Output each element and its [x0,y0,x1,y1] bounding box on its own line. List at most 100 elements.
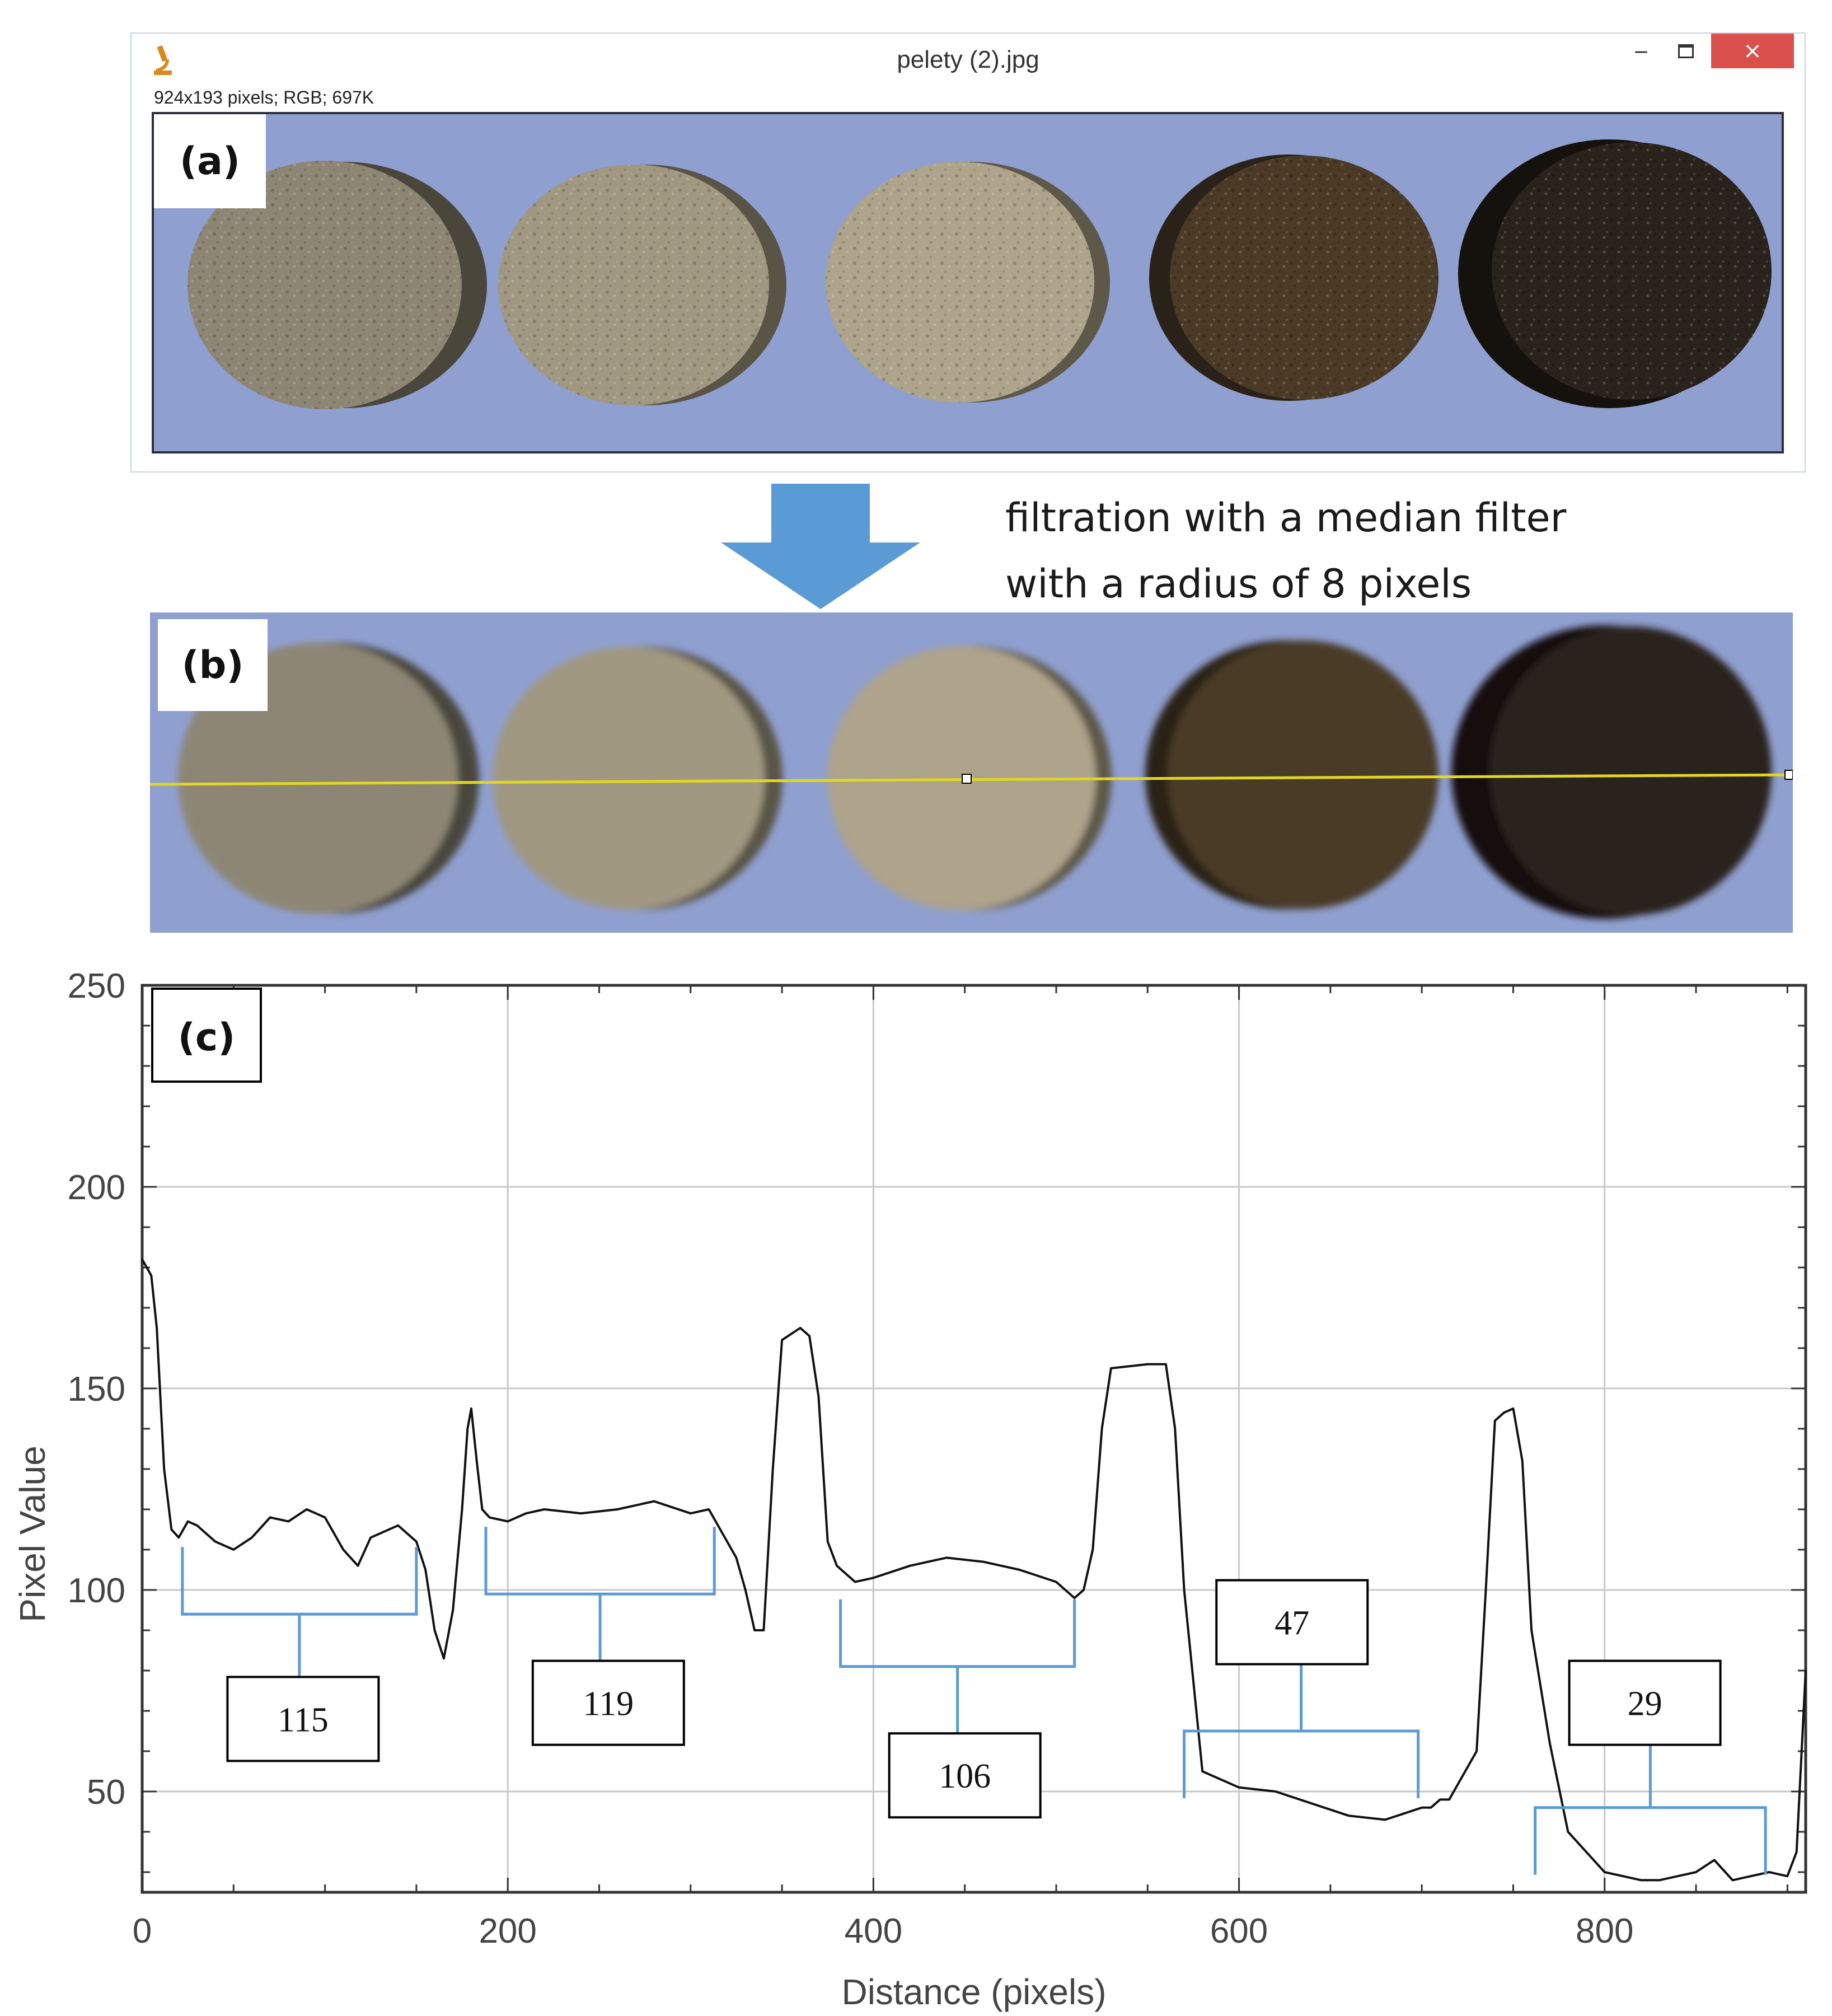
data-point [1786,1875,1788,1877]
annotation-box [1215,1579,1369,1666]
data-point [945,1556,948,1559]
data-point [1275,1790,1277,1793]
data-point [616,1508,619,1510]
data-point [196,1524,198,1527]
data-point [1156,1363,1158,1365]
data-point [808,1335,810,1337]
data-point [287,1521,289,1523]
data-point [141,1259,143,1261]
data-point [1549,1742,1551,1744]
annotation-label: 119 [583,1685,634,1723]
data-point [854,1581,856,1583]
data-point [1530,1629,1533,1631]
bracket [1534,1806,1767,1875]
down-arrow-icon [721,484,920,609]
data-point [1174,1428,1176,1430]
microscope-icon [154,45,172,75]
data-point [799,1327,802,1329]
filtered-image[interactable]: (b) [150,612,1793,933]
data-point [1567,1831,1569,1833]
annotation-label: 115 [278,1701,329,1739]
data-point [845,1573,847,1575]
data-point [232,1549,235,1551]
data-point [452,1609,454,1611]
data-point [1503,1411,1505,1414]
caption-line-2: with a radius of 8 pixels [1005,561,1472,607]
data-point [163,1468,165,1470]
image-canvas[interactable]: (a) [152,112,1784,453]
data-point [1658,1879,1661,1881]
data-point [1695,1871,1697,1873]
image-info: 924x193 pixels; RGB; 697K [154,87,374,107]
data-point [781,1339,783,1341]
x-tick-label: 600 [1210,1912,1268,1950]
close-button[interactable]: × [1711,34,1794,68]
data-point [379,1532,381,1535]
annotation-119: 119 [484,1527,716,1746]
data-point [653,1500,655,1503]
pellets-photo-original [154,114,1782,451]
data-point [827,1541,829,1543]
data-point [481,1508,483,1510]
data-point [1439,1798,1441,1800]
data-point [543,1508,546,1510]
annotation-box [1568,1659,1722,1746]
data-point [1146,1363,1149,1365]
caption-line-1: filtration with a median filter [1005,495,1567,541]
window-titlebar[interactable]: pelety (2).jpg ‒ × [132,34,1805,87]
data-point [1750,1875,1752,1877]
data-point [1201,1770,1203,1772]
annotation-29: 29 [1534,1659,1767,1875]
minimize-button[interactable]: ‒ [1622,34,1661,68]
data-point [1091,1549,1094,1551]
data-point [1805,1669,1807,1672]
pellet-3 [826,162,1110,403]
data-point [342,1549,344,1551]
data-point [466,1428,468,1430]
data-point [357,1565,359,1567]
data-point [1384,1818,1386,1821]
data-point [735,1556,737,1559]
data-point [690,1512,692,1514]
panel-c-label: (c) [178,1016,235,1060]
annotation-box [888,1732,1042,1819]
data-point [762,1629,765,1631]
data-point [434,1629,436,1631]
panel-c-label-box [151,988,262,1083]
data-point [872,1577,874,1579]
data-point [470,1407,472,1410]
y-tick-label: 150 [68,1370,125,1409]
bracket [1183,1729,1420,1798]
x-axis-label: Distance (pixels) [841,1972,1106,2012]
profile-line-midpoint-handle[interactable] [962,774,972,784]
data-point [708,1508,710,1510]
data-point [461,1508,463,1510]
data-point [324,1516,326,1518]
maximize-icon [1678,44,1694,58]
data-point [817,1395,819,1397]
data-point [1074,1597,1076,1599]
data-point [726,1541,728,1543]
profile-line-end-handle[interactable] [1784,770,1793,780]
data-point [269,1516,271,1518]
x-tick-label: 0 [133,1912,152,1950]
annotation-115: 115 [181,1547,418,1762]
data-point [1421,1807,1423,1809]
maximize-button[interactable] [1666,34,1706,68]
data-point [1238,1786,1240,1789]
data-point [836,1565,838,1567]
close-icon: × [1743,38,1762,64]
data-point [909,1565,911,1567]
data-point [1640,1879,1642,1881]
data-point [1019,1569,1021,1571]
data-point [489,1516,491,1518]
annotation-label: 106 [939,1757,991,1795]
bracket [181,1547,418,1616]
data-point [1448,1798,1450,1800]
plot-frame [140,984,1807,1894]
data-point [424,1569,427,1571]
y-tick-label: 200 [68,1168,125,1207]
data-point [1768,1871,1770,1873]
data-point [1796,1851,1798,1853]
pellet-5 [1458,139,1772,408]
